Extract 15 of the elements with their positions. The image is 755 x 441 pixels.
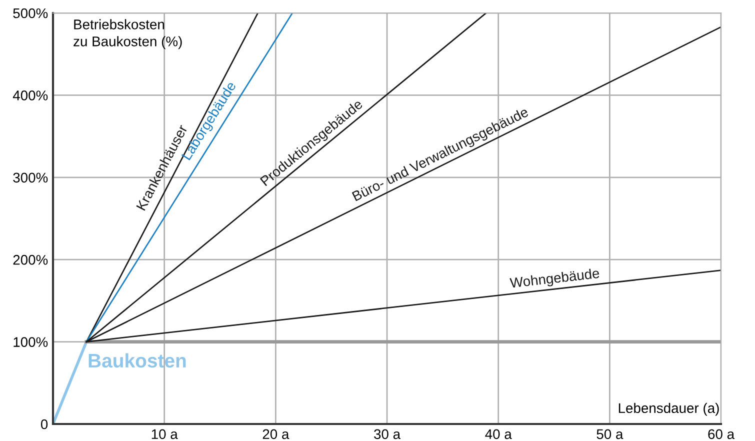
x-tick-label: 50 a bbox=[596, 429, 624, 440]
y-tick-label: 200% bbox=[13, 254, 48, 265]
text: Wohngebäude bbox=[510, 268, 600, 291]
x-tick-label: 60 a bbox=[708, 429, 735, 440]
y-tick-label: 0 bbox=[40, 419, 48, 430]
x-tick-label: 10 a bbox=[152, 429, 178, 440]
y-axis-title: Betriebskosten zu Baukosten (%) bbox=[74, 19, 182, 50]
y-tick-label: 400% bbox=[12, 90, 48, 100]
y-tick-label: 300% bbox=[13, 172, 48, 183]
y-tick-label: 100% bbox=[14, 337, 48, 347]
x-tick-label: 20 a bbox=[262, 429, 290, 440]
x-axis-title: Lebensdauer (a) bbox=[618, 402, 719, 416]
x-tick-label: 40 a bbox=[485, 429, 512, 440]
y-tick-label: 500% bbox=[13, 8, 48, 18]
x-tick-label: 30 a bbox=[374, 429, 401, 440]
